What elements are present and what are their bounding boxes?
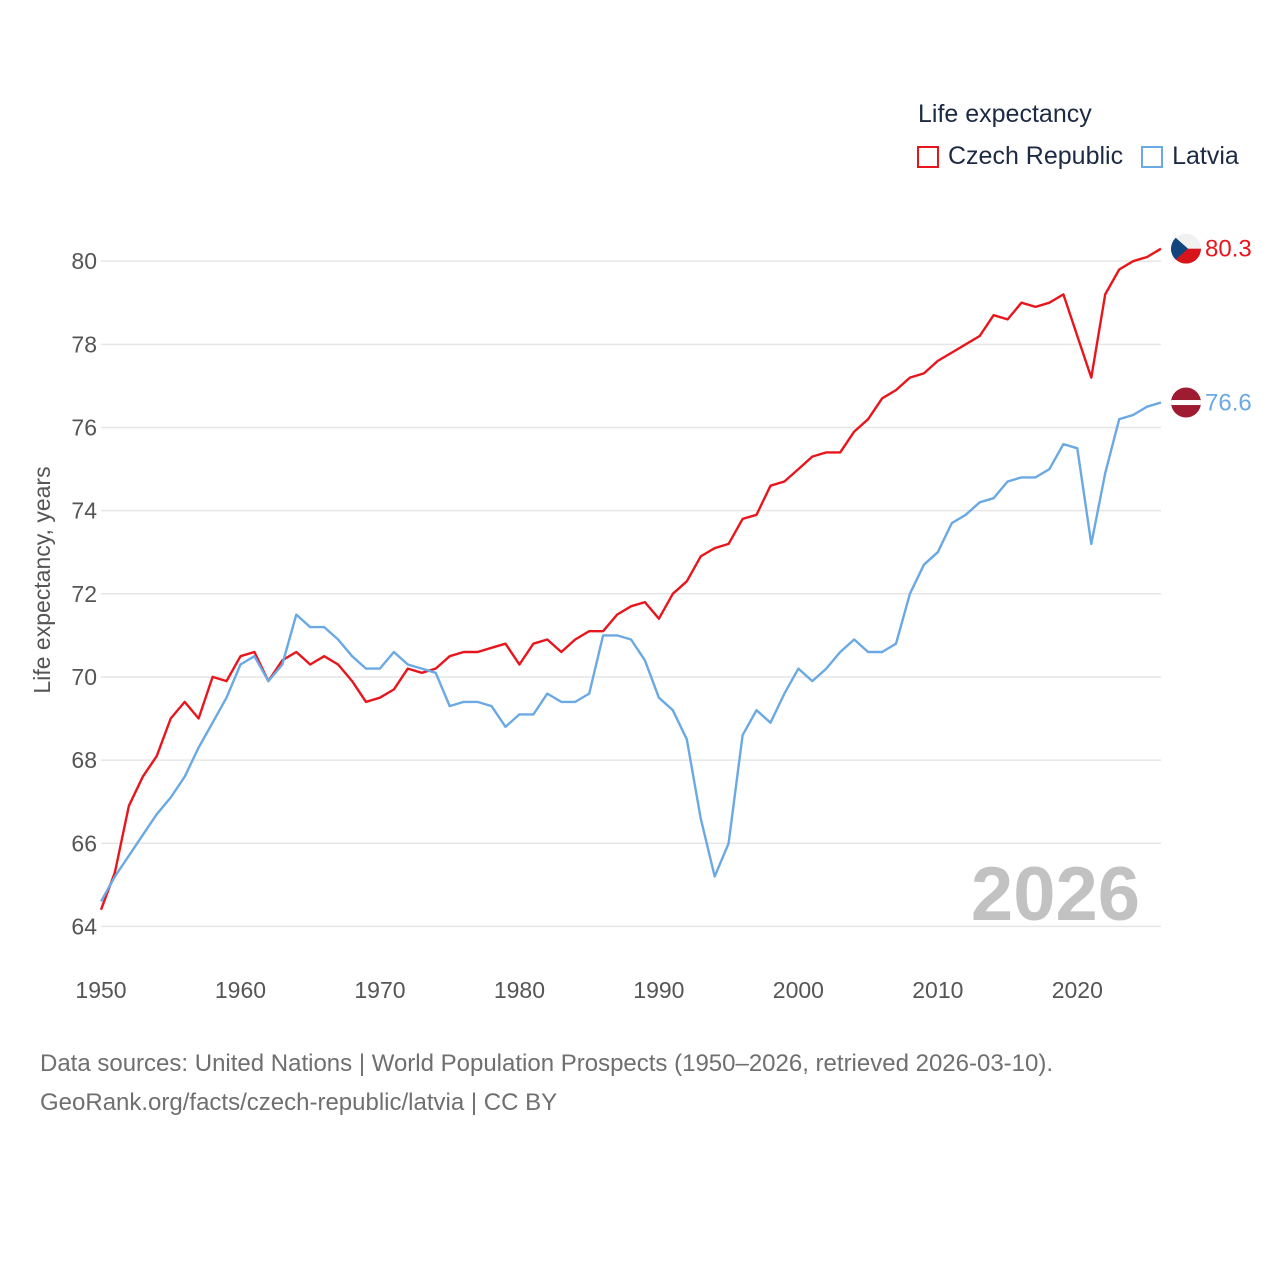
- end-label-latvia: 76.6: [1205, 390, 1252, 417]
- y-tick-label-74: 74: [71, 498, 97, 524]
- x-tick-label-1950: 1950: [75, 977, 126, 1003]
- series-line-czech-republic: [99, 247, 1162, 911]
- source-line-1: Data sources: United Nations | World Pop…: [40, 1050, 1054, 1077]
- legend-label-latvia: Latvia: [1172, 142, 1239, 170]
- source-line-2: GeoRank.org/facts/czech-republic/latvia …: [40, 1089, 558, 1116]
- x-tick-label-1970: 1970: [354, 977, 405, 1003]
- x-tick-label-1960: 1960: [215, 977, 266, 1003]
- legend-item-czech-republic[interactable]: Czech Republic: [917, 142, 1123, 171]
- series-lines: [99, 247, 1162, 911]
- y-tick-label-68: 68: [71, 747, 97, 773]
- x-tick-label-2020: 2020: [1052, 977, 1103, 1003]
- x-tick-label-2000: 2000: [773, 977, 824, 1003]
- data-source-note: Data sources: United Nations | World Pop…: [40, 1044, 1053, 1122]
- y-tick-label-80: 80: [71, 248, 97, 274]
- y-tick-label-66: 66: [71, 830, 97, 856]
- legend: Czech Republic Latvia: [917, 142, 1257, 171]
- y-tick-label-72: 72: [71, 581, 97, 607]
- legend-swatch-latvia: [1141, 145, 1164, 168]
- latvia-flag-icon: [1171, 387, 1201, 418]
- series-line-latvia: [99, 401, 1162, 903]
- y-axis-label: Life expectancy, years: [29, 466, 55, 693]
- y-tick-label-70: 70: [71, 664, 97, 690]
- gridlines: [101, 260, 1161, 928]
- y-tick-label-64: 64: [71, 913, 97, 939]
- year-watermark: 2026: [971, 852, 1140, 937]
- x-tick-label-1990: 1990: [633, 977, 684, 1003]
- end-label-czech-republic: 80.3: [1205, 236, 1252, 263]
- y-tick-label-76: 76: [71, 414, 97, 440]
- x-tick-label-2010: 2010: [912, 977, 963, 1003]
- legend-label-czech-republic: Czech Republic: [948, 142, 1124, 170]
- legend-title: Life expectancy: [918, 100, 1092, 128]
- legend-item-latvia[interactable]: Latvia: [1141, 142, 1239, 171]
- y-tick-label-78: 78: [71, 331, 97, 357]
- y-tick-labels: 64 66 68 70 72 74 76 78 80: [71, 248, 97, 939]
- czech-flag-icon: [1171, 233, 1201, 264]
- x-tick-label-1980: 1980: [494, 977, 545, 1003]
- legend-swatch-czech-republic: [917, 145, 939, 168]
- x-tick-labels: 1950 1960 1970 1980 1990 2000 2010 2020: [75, 977, 1102, 1003]
